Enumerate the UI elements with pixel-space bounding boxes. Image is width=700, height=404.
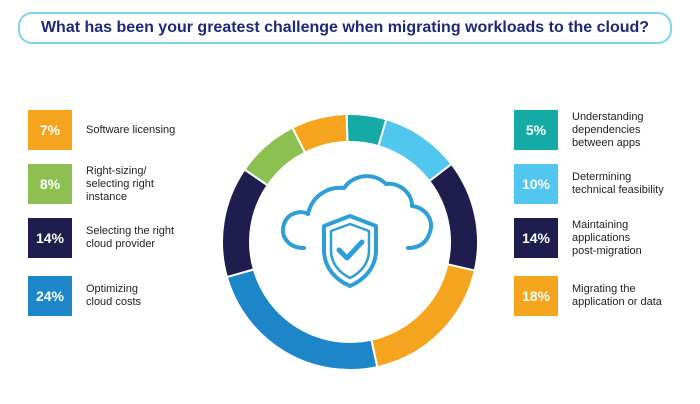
check-mark — [336, 239, 365, 261]
title-box: What has been your greatest challenge wh… — [18, 12, 672, 44]
legend-item: 5% Understanding dependencies between apps — [514, 110, 700, 150]
legend-item: 10% Determining technical feasibility — [514, 164, 700, 204]
donut-slice — [291, 113, 349, 155]
legend-item: 14% Selecting the right cloud provider — [28, 218, 216, 258]
legend-label: Optimizing cloud costs — [86, 283, 216, 309]
legend-label: Understanding dependencies between apps — [572, 111, 700, 150]
legend-label-line: Migrating the — [572, 283, 636, 295]
legend-label-line: Software licensing — [86, 123, 176, 136]
legend-label-line: Understanding — [572, 110, 644, 123]
legend-value-badge: 7% — [28, 110, 72, 150]
legend-value-badge: 24% — [28, 276, 72, 316]
legend-value-badge: 5% — [514, 110, 558, 150]
legend-item: 8% Right-sizing/selecting right instance — [28, 164, 216, 204]
legend-item: 24% Optimizing cloud costs — [28, 276, 216, 316]
legend-value-badge: 10% — [514, 164, 558, 204]
legend-label: Selecting the right cloud provider — [86, 225, 216, 251]
legend-label-line: post-migration — [572, 244, 642, 257]
shield-inner — [329, 222, 371, 280]
legend-label-line: Optimizing — [86, 283, 138, 295]
donut-slice — [221, 168, 269, 279]
legend-label-line: Selecting the right — [86, 225, 175, 237]
legend-label-line: applications — [572, 231, 631, 244]
legend-label-line: cloud costs — [86, 296, 142, 308]
legend-label-line: instance — [86, 190, 127, 203]
legend-value-badge: 8% — [28, 164, 72, 204]
legend-label: Maintaining applications post-migration — [572, 219, 700, 258]
legend-label: Right-sizing/selecting right instance — [86, 165, 216, 204]
legend-item: 14% Maintaining applications post-migration — [514, 218, 700, 258]
legend-label-line: dependencies — [572, 123, 641, 136]
donut-slice — [370, 263, 476, 369]
cloud-shield-check-icon — [281, 174, 433, 288]
legend-value-badge: 14% — [514, 218, 558, 258]
legend-value-badge: 18% — [514, 276, 558, 316]
legend-label-line: Determining — [572, 171, 632, 183]
legend-label-line: cloud provider — [86, 238, 156, 250]
legend-label: Software licensing — [86, 124, 216, 137]
cloud-outline — [281, 174, 433, 250]
donut-slice — [427, 162, 479, 272]
legend-label-line: Right-sizing/ — [86, 164, 147, 177]
legend-label-line: Maintaining — [572, 218, 629, 231]
legend-label: Determining technical feasibility — [572, 171, 700, 197]
legend-label-line: technical feasibility — [572, 184, 664, 196]
donut-slices — [221, 113, 479, 371]
legend-item: 18% Migrating the application or data — [514, 276, 700, 316]
legend-label: Migrating the application or data — [572, 283, 700, 309]
legend-label-line: selecting right — [86, 177, 154, 190]
legend-label-line: between apps — [572, 136, 641, 149]
donut-chart — [221, 113, 479, 371]
legend-value-badge: 14% — [28, 218, 72, 258]
chart-title: What has been your greatest challenge wh… — [40, 19, 650, 36]
legend-item: 7% Software licensing — [28, 110, 216, 150]
legend-label-line: application or data — [572, 296, 662, 308]
